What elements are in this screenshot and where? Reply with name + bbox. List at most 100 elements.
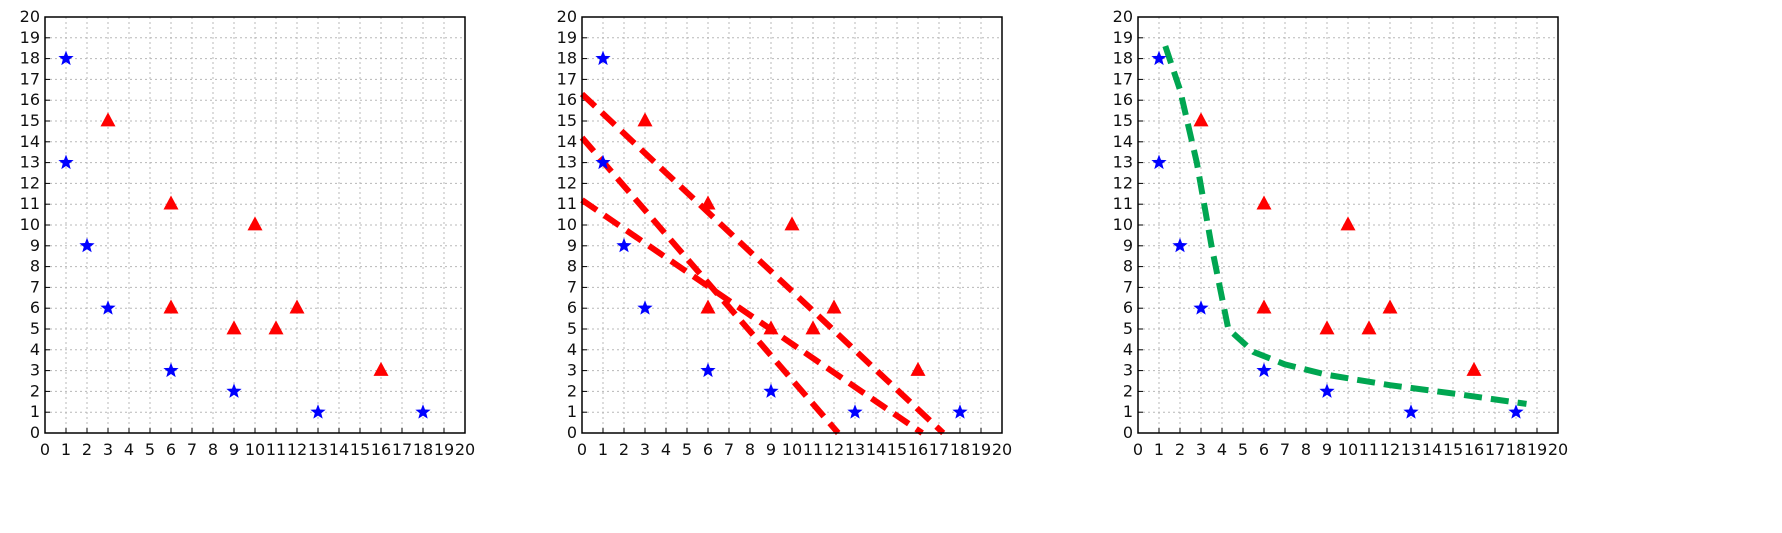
x-tick-label: 10 xyxy=(782,440,802,459)
x-tick-label: 4 xyxy=(1217,440,1227,459)
star-point xyxy=(952,404,968,419)
triangle-point xyxy=(247,216,263,231)
y-tick-label: 12 xyxy=(20,173,40,192)
y-tick-label: 17 xyxy=(1113,69,1133,88)
x-tick-label: 5 xyxy=(145,440,155,459)
x-tick-label: 16 xyxy=(1464,440,1484,459)
y-tick-label: 12 xyxy=(557,173,577,192)
triangle-point xyxy=(163,195,179,210)
y-tick-label: 2 xyxy=(1123,381,1133,400)
star-point xyxy=(616,237,632,253)
star-point xyxy=(1172,237,1188,253)
y-tick-label: 18 xyxy=(1113,49,1133,68)
y-tick-label: 17 xyxy=(557,69,577,88)
triangle-point xyxy=(1319,320,1335,335)
y-tick-label: 11 xyxy=(1113,194,1133,213)
triangle-point xyxy=(805,320,821,335)
y-tick-label: 1 xyxy=(567,402,577,421)
star-point xyxy=(847,404,863,419)
y-tick-label: 20 xyxy=(20,7,40,26)
triangle-point xyxy=(700,299,716,314)
triangle-point xyxy=(1256,299,1272,314)
y-tick-label: 16 xyxy=(20,90,40,109)
y-tick-label: 9 xyxy=(30,236,40,255)
x-tick-label: 1 xyxy=(61,440,71,459)
y-tick-label: 2 xyxy=(30,381,40,400)
star-point xyxy=(1256,362,1272,378)
decision-boundary-line xyxy=(579,91,946,436)
y-tick-label: 8 xyxy=(1123,257,1133,276)
x-tick-label: 8 xyxy=(208,440,218,459)
y-tick-label: 18 xyxy=(20,49,40,68)
y-tick-label: 6 xyxy=(1123,298,1133,317)
star-point xyxy=(1319,383,1335,398)
x-tick-label: 12 xyxy=(1380,440,1400,459)
triangle-point xyxy=(1256,195,1272,210)
y-tick-label: 4 xyxy=(30,340,40,359)
x-tick-label: 0 xyxy=(577,440,587,459)
y-tick-label: 5 xyxy=(1123,319,1133,338)
y-tick-label: 3 xyxy=(1123,361,1133,380)
scatter-panel-1: 0 1 2 3 4 5 6 7 8 9 10 11 12 13 14 15 16 17 18 19 2001234567… xyxy=(20,7,476,459)
x-tick-label: 8 xyxy=(1301,440,1311,459)
plot-frame xyxy=(581,16,1003,434)
triangle-point xyxy=(163,299,179,314)
y-tick-label: 15 xyxy=(1113,111,1133,130)
decision-boundary-line xyxy=(1162,45,1527,407)
x-tick-label: 19 xyxy=(434,440,454,459)
x-tick-label: 3 xyxy=(1196,440,1206,459)
star-point xyxy=(58,154,74,170)
star-point xyxy=(310,404,326,419)
x-tick-label: 6 xyxy=(166,440,176,459)
y-tick-label: 15 xyxy=(20,111,40,130)
triangle-point xyxy=(826,299,842,314)
y-tick-label: 17 xyxy=(20,69,40,88)
x-tick-label: 20 xyxy=(992,440,1012,459)
y-tick-label: 5 xyxy=(567,319,577,338)
x-tick-label: 6 xyxy=(703,440,713,459)
y-tick-label: 11 xyxy=(557,194,577,213)
y-tick-label: 1 xyxy=(30,402,40,421)
x-tick-label: 12 xyxy=(287,440,307,459)
x-tick-label: 16 xyxy=(908,440,928,459)
y-tick-label: 4 xyxy=(567,340,577,359)
triangle-point xyxy=(763,320,779,335)
triangle-point xyxy=(784,216,800,231)
y-tick-label: 11 xyxy=(20,194,40,213)
triangle-point xyxy=(100,112,116,127)
y-tick-label: 19 xyxy=(1113,28,1133,47)
x-tick-label: 6 xyxy=(1259,440,1269,459)
x-tick-label: 11 xyxy=(803,440,823,459)
y-tick-label: 7 xyxy=(30,277,40,296)
y-tick-label: 4 xyxy=(1123,340,1133,359)
y-tick-label: 0 xyxy=(1123,423,1133,442)
star-point xyxy=(700,362,716,378)
y-tick-label: 6 xyxy=(567,298,577,317)
x-tick-label: 14 xyxy=(1422,440,1442,459)
y-tick-label: 19 xyxy=(20,28,40,47)
x-tick-label: 18 xyxy=(950,440,970,459)
x-tick-label: 16 xyxy=(371,440,391,459)
x-tick-label: 7 xyxy=(724,440,734,459)
triangle-point xyxy=(1340,216,1356,231)
x-tick-label: 14 xyxy=(329,440,349,459)
plot-frame xyxy=(44,16,466,434)
x-tick-label: 13 xyxy=(308,440,328,459)
y-tick-label: 6 xyxy=(30,298,40,317)
y-tick-label: 7 xyxy=(567,277,577,296)
star-point xyxy=(595,50,611,66)
x-tick-label: 1 xyxy=(598,440,608,459)
x-tick-label: 12 xyxy=(824,440,844,459)
x-tick-label: 8 xyxy=(745,440,755,459)
y-tick-label: 18 xyxy=(557,49,577,68)
star-point xyxy=(1508,404,1524,419)
y-tick-label: 10 xyxy=(557,215,577,234)
y-tick-label: 0 xyxy=(30,423,40,442)
scatter-panel-2: 0 1 2 3 4 5 6 7 8 9 10 11 12 13 14 15 16 17 18 19 2001234567… xyxy=(557,7,1013,459)
x-tick-label: 1 xyxy=(1154,440,1164,459)
y-tick-label: 16 xyxy=(1113,90,1133,109)
x-tick-label: 0 xyxy=(1133,440,1143,459)
x-tick-label: 20 xyxy=(1548,440,1568,459)
plot-frame xyxy=(1137,16,1559,434)
